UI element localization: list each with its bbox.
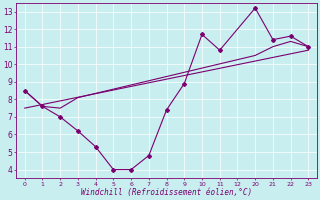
X-axis label: Windchill (Refroidissement éolien,°C): Windchill (Refroidissement éolien,°C) [81, 188, 252, 197]
